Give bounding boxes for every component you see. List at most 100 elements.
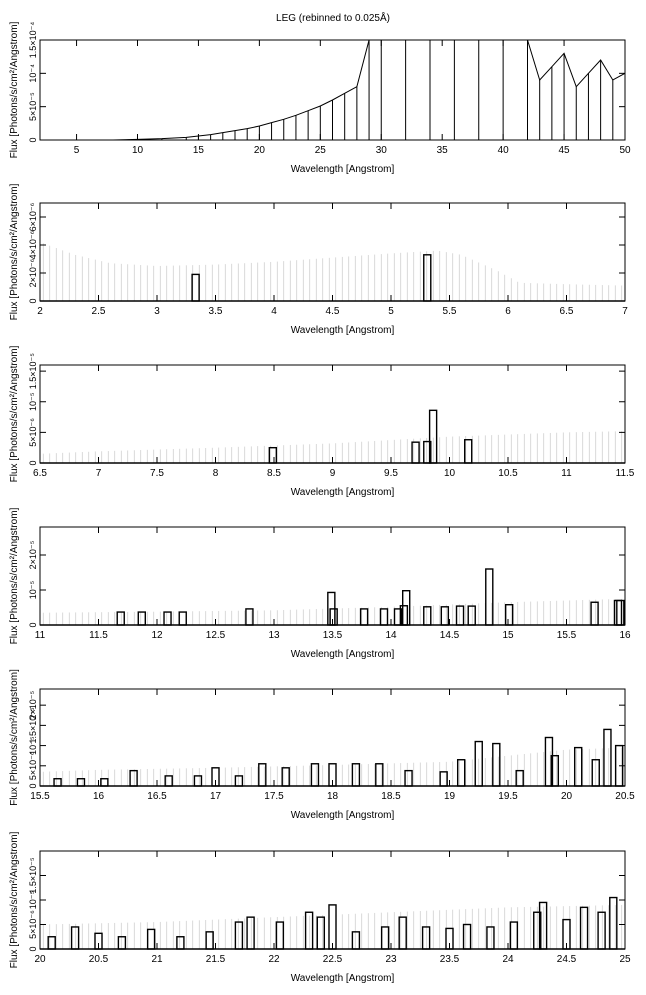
spectrum-bin	[70, 926, 80, 950]
y-tick-label: 1.5×10⁻⁵	[28, 857, 38, 894]
spectrum-bin	[515, 769, 524, 787]
spectrum-bin	[423, 606, 432, 626]
spectrum-bin	[117, 936, 127, 950]
spectrum-bin	[421, 926, 431, 950]
x-tick-label: 20	[561, 791, 573, 802]
spectrum-bin	[329, 608, 338, 626]
spectrum-bin	[456, 759, 466, 787]
x-tick-label: 19	[444, 791, 456, 802]
x-tick-label: 2.5	[92, 306, 106, 317]
x-tick-label: 11	[35, 630, 46, 641]
y-tick-label: 10⁻⁵	[28, 736, 38, 755]
spectrum-bin	[404, 769, 413, 787]
spectrum-bin	[234, 921, 244, 950]
spectrum-bin	[603, 728, 612, 787]
x-tick-label: 23.5	[440, 954, 460, 965]
spectrum-bin	[423, 254, 432, 302]
x-tick-label: 10.5	[498, 468, 518, 479]
x-tick-label: 50	[619, 145, 631, 156]
spectrum-bin	[375, 763, 384, 787]
spectrum-bin	[258, 763, 267, 787]
x-tick-label: 22.5	[323, 954, 343, 965]
x-tick-label: 35	[437, 145, 449, 156]
x-tick-label: 4	[271, 306, 277, 317]
y-tick-label: 1.5×10⁻⁵	[28, 353, 38, 390]
x-tick-label: 5	[74, 145, 80, 156]
x-axis-label: Wavelength [Angstrom]	[291, 325, 395, 336]
x-tick-label: 11.5	[616, 468, 635, 479]
x-tick-label: 8	[213, 468, 219, 479]
y-axis-label: Flux [Photons/s/cm²/Angstrom]	[9, 507, 20, 644]
y-tick-label: 10⁻⁵	[28, 890, 38, 909]
y-axis-label: Flux [Photons/s/cm²/Angstrom]	[9, 669, 20, 806]
panel-6: 20 20.5 21 21.5 22 22.5 23 23.5 24 24.5 2505×10⁻⁶1…	[9, 831, 631, 984]
x-tick-label: 24	[502, 954, 514, 965]
y-tick-label: 0	[28, 460, 38, 465]
x-axis-label: Wavelength [Angstrom]	[291, 487, 395, 498]
y-tick-label: 10⁻⁴	[28, 64, 38, 83]
x-tick-label: 20.5	[89, 954, 109, 965]
spectrum-bin	[462, 923, 472, 950]
x-tick-label: 12	[151, 630, 163, 641]
figure-title: LEG (rebinned to 0.025Å)	[276, 11, 390, 24]
spectrum-bin	[316, 916, 326, 950]
x-tick-label: 9	[330, 468, 336, 479]
y-axis-label: Flux [Photons/s/cm²/Angstrom]	[9, 21, 20, 158]
x-tick-label: 6.5	[33, 468, 47, 479]
y-tick-label: 4×10⁻⁶	[28, 230, 38, 259]
x-axis-label: Wavelength [Angstrom]	[291, 649, 395, 660]
spectrum-bin	[402, 590, 411, 626]
x-tick-label: 18.5	[381, 791, 401, 802]
spectrum-bin	[351, 763, 361, 787]
x-tick-label: 12.5	[206, 630, 226, 641]
spectrum-bin	[310, 763, 320, 787]
x-tick-label: 40	[498, 145, 510, 156]
y-tick-label: 0	[28, 137, 38, 142]
spectrum-bin	[492, 742, 501, 787]
x-tick-label: 13	[268, 630, 280, 641]
spectrum-bin	[597, 911, 606, 950]
x-tick-label: 5	[388, 306, 394, 317]
y-tick-label: 0	[28, 783, 38, 788]
x-tick-label: 6	[505, 306, 511, 317]
x-tick-label: 45	[559, 145, 571, 156]
y-tick-label: 0	[28, 946, 38, 951]
x-tick-label: 17.5	[264, 791, 284, 802]
plot-frame	[39, 39, 626, 141]
y-tick-label: 10⁻⁵	[28, 392, 38, 411]
x-tick-label: 15.5	[557, 630, 577, 641]
x-tick-label: 21	[151, 954, 163, 965]
spectrum-bin	[328, 904, 337, 950]
spectrum-bin	[234, 775, 244, 787]
panel-1: 5 10 15 20 25 30 35 40 45 50 0 5×10⁻⁵ 10⁻⁴ 1.5×10⁻⁴ Wa…	[9, 21, 631, 175]
x-tick-label: 8.5	[267, 468, 281, 479]
x-tick-label: 25	[315, 145, 327, 156]
y-tick-label: 5×10⁻⁵	[28, 92, 38, 121]
x-tick-label: 7	[622, 306, 628, 317]
spectrum-bin	[304, 911, 314, 950]
panel-4: 11 11.5 12 12.5 13 13.5 14 14.5 15 15.5 16 0 10⁻⁵ 2×1…	[9, 507, 631, 660]
x-tick-label: 14	[385, 630, 397, 641]
spectrum-bin	[398, 916, 407, 950]
spectrum-bin	[193, 775, 203, 787]
x-tick-label: 16.5	[147, 791, 167, 802]
x-tick-label: 11.5	[89, 630, 108, 641]
spectrum-bin	[268, 446, 278, 464]
y-tick-label: 2×10⁻⁵	[28, 691, 38, 720]
y-axis-label: Flux [Photons/s/cm²/Angstrom]	[9, 831, 20, 968]
x-tick-label: 22	[268, 954, 280, 965]
spectrum-bin	[191, 273, 200, 302]
x-tick-label: 21.5	[206, 954, 226, 965]
x-tick-label: 20	[254, 145, 266, 156]
spectrum-bin	[281, 767, 290, 787]
spectrum-bin	[164, 775, 173, 787]
spectrum-bin	[137, 611, 146, 626]
spectrum-bin	[116, 611, 125, 626]
spectrum-bin	[178, 611, 187, 626]
spectrum-bin	[246, 916, 255, 950]
panel-3: 6.5 7 7.5 8 8.5 9 9.5 10 10.5 11 11.5 0 5×10⁻⁶ 10⁻⁵ 1.…	[9, 345, 635, 498]
x-tick-label: 5.5	[443, 306, 457, 317]
spectrum-bin	[609, 896, 618, 950]
x-tick-label: 11	[561, 468, 572, 479]
x-tick-label: 15	[502, 630, 514, 641]
